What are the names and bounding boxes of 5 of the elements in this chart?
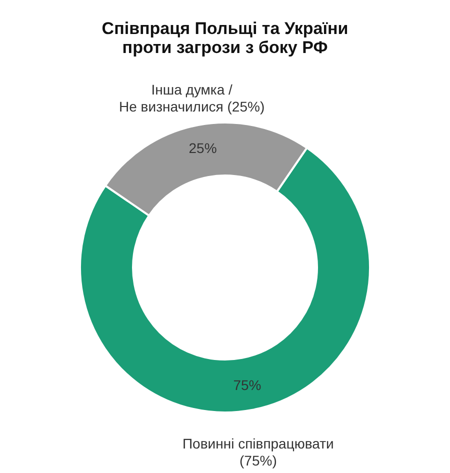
data-label: 75% (233, 376, 262, 393)
data-label: 25% (188, 140, 217, 156)
chart-title: Співпраця Польщі та України проти загрози з боку РФ (102, 19, 348, 57)
slice-label: Повинні співпрацювати (75%) (182, 435, 334, 468)
slice-label: Інша думка / Не визначилися (25%) (119, 82, 265, 115)
